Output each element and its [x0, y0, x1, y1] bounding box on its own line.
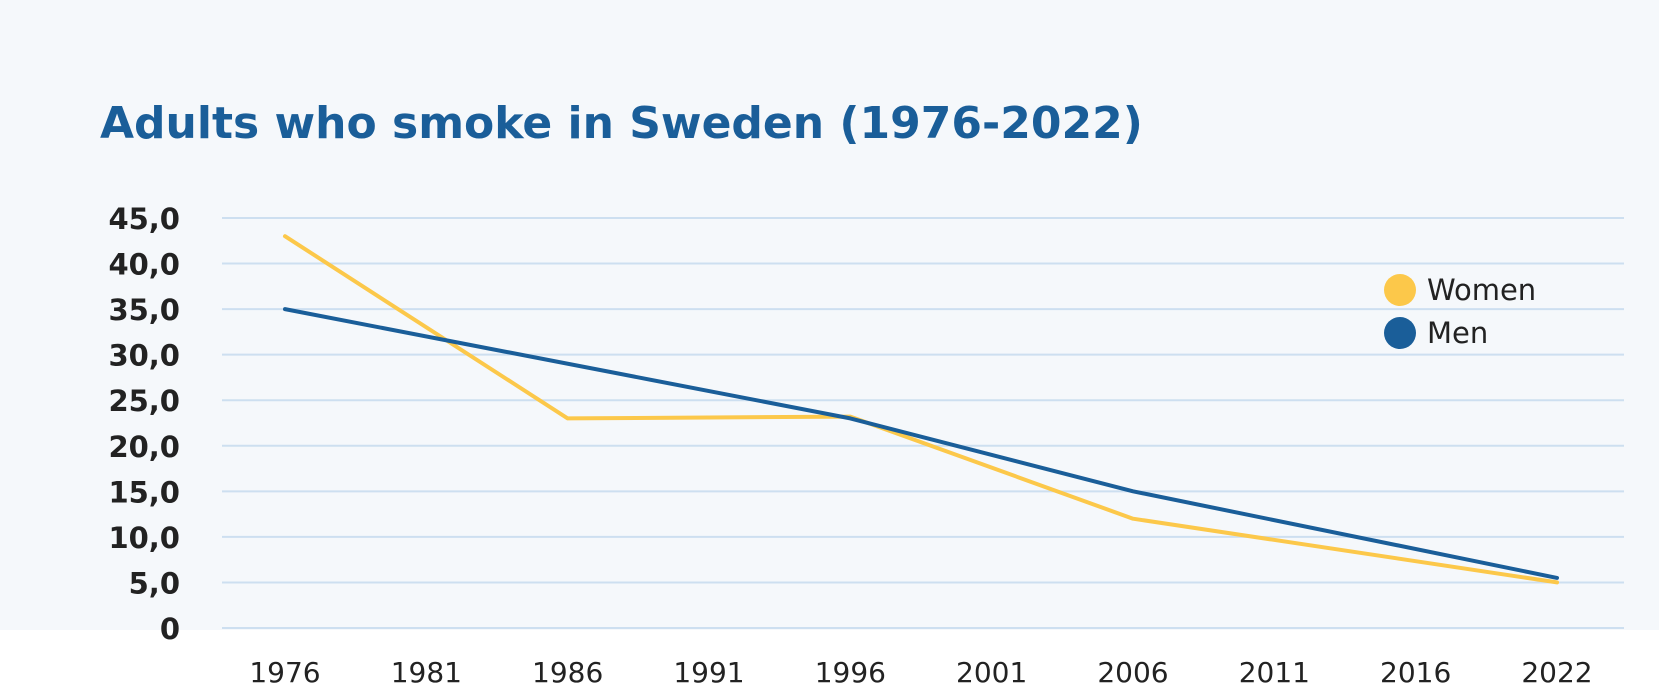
x-tick-label: 1976	[249, 656, 320, 689]
y-tick-label: 0	[160, 612, 180, 646]
x-tick-label: 1986	[532, 656, 603, 689]
legend-marker-men	[1384, 317, 1416, 349]
y-tick-label: 20,0	[108, 430, 180, 464]
x-tick-label: 2016	[1380, 656, 1451, 689]
y-tick-label: 30,0	[108, 339, 180, 373]
series-line-men	[283, 307, 1559, 580]
y-tick-label: 45,0	[108, 202, 180, 236]
x-tick-label: 1991	[673, 656, 744, 689]
y-tick-label: 5,0	[129, 566, 180, 600]
y-tick-label: 25,0	[108, 384, 180, 418]
y-tick-label: 40,0	[108, 248, 180, 282]
y-tick-label: 10,0	[108, 521, 180, 555]
x-tick-label: 2022	[1521, 656, 1592, 689]
legend-marker-women	[1384, 274, 1416, 306]
chart-title: Adults who smoke in Sweden (1976-2022)	[100, 98, 1143, 149]
grid-lines	[222, 217, 1624, 629]
x-tick-label: 2006	[1097, 656, 1168, 689]
y-tick-label: 35,0	[108, 293, 180, 327]
x-tick-label: 1981	[391, 656, 462, 689]
x-tick-label: 1996	[815, 656, 886, 689]
x-tick-label: 2011	[1239, 656, 1310, 689]
chart-panel	[0, 0, 1659, 630]
legend-label-men: Men	[1427, 316, 1488, 350]
legend: Women Men	[1384, 273, 1536, 350]
x-tick-label: 2001	[956, 656, 1027, 689]
x-axis-ticks: 1976 1981 1986 1991 1996 2001 2006 2011 2016 2022	[249, 656, 1592, 689]
series-lines	[283, 234, 1559, 585]
legend-label-women: Women	[1427, 273, 1536, 307]
y-axis-ticks: 0 5,0 10,0 15,0 20,0 25,0 30,0 35,0 40,0 45,0	[108, 202, 180, 646]
y-tick-label: 15,0	[108, 475, 180, 509]
series-line-women	[283, 234, 1559, 585]
